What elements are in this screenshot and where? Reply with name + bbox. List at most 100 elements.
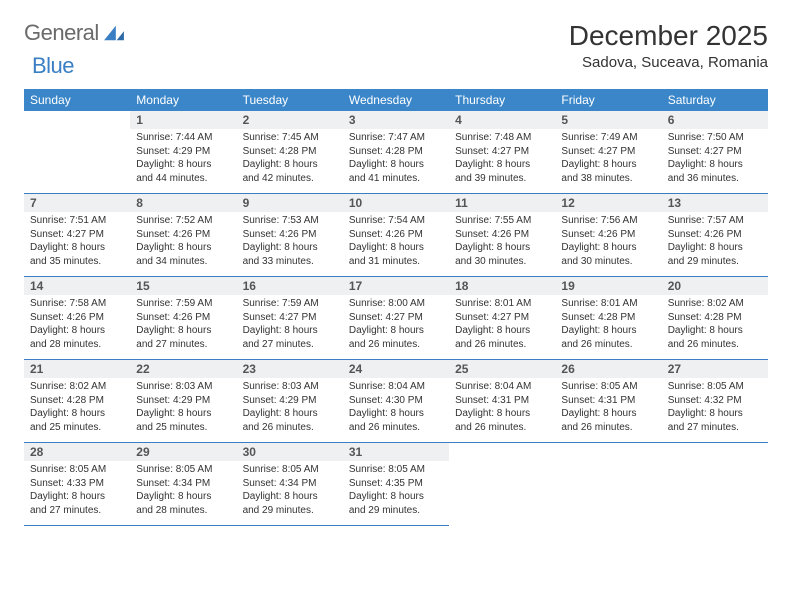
day-number: 27 bbox=[662, 360, 768, 378]
day-details: Sunrise: 7:51 AMSunset: 4:27 PMDaylight:… bbox=[24, 212, 130, 276]
calendar-cell bbox=[449, 443, 555, 526]
day-number: 13 bbox=[662, 194, 768, 212]
day-number: 14 bbox=[24, 277, 130, 295]
weekday-header: Monday bbox=[130, 89, 236, 111]
day-number: 9 bbox=[237, 194, 343, 212]
calendar-cell: 3Sunrise: 7:47 AMSunset: 4:28 PMDaylight… bbox=[343, 111, 449, 194]
calendar-cell: 4Sunrise: 7:48 AMSunset: 4:27 PMDaylight… bbox=[449, 111, 555, 194]
calendar-cell: 28Sunrise: 8:05 AMSunset: 4:33 PMDayligh… bbox=[24, 443, 130, 526]
day-number: 26 bbox=[555, 360, 661, 378]
day-details: Sunrise: 8:03 AMSunset: 4:29 PMDaylight:… bbox=[130, 378, 236, 442]
calendar-cell: 30Sunrise: 8:05 AMSunset: 4:34 PMDayligh… bbox=[237, 443, 343, 526]
day-details: Sunrise: 8:05 AMSunset: 4:35 PMDaylight:… bbox=[343, 461, 449, 525]
location: Sadova, Suceava, Romania bbox=[569, 54, 768, 71]
day-number: 6 bbox=[662, 111, 768, 129]
day-details: Sunrise: 7:53 AMSunset: 4:26 PMDaylight:… bbox=[237, 212, 343, 276]
day-number: 3 bbox=[343, 111, 449, 129]
weekday-header: Thursday bbox=[449, 89, 555, 111]
day-details: Sunrise: 7:47 AMSunset: 4:28 PMDaylight:… bbox=[343, 129, 449, 193]
title-block: December 2025 Sadova, Suceava, Romania bbox=[569, 20, 768, 71]
calendar-cell bbox=[555, 443, 661, 526]
calendar-cell: 24Sunrise: 8:04 AMSunset: 4:30 PMDayligh… bbox=[343, 360, 449, 443]
triangle-icon bbox=[103, 24, 125, 42]
day-details: Sunrise: 8:02 AMSunset: 4:28 PMDaylight:… bbox=[662, 295, 768, 359]
calendar-cell: 15Sunrise: 7:59 AMSunset: 4:26 PMDayligh… bbox=[130, 277, 236, 360]
day-number: 20 bbox=[662, 277, 768, 295]
day-number: 25 bbox=[449, 360, 555, 378]
day-details: Sunrise: 7:59 AMSunset: 4:26 PMDaylight:… bbox=[130, 295, 236, 359]
calendar-cell: 10Sunrise: 7:54 AMSunset: 4:26 PMDayligh… bbox=[343, 194, 449, 277]
calendar-cell: 8Sunrise: 7:52 AMSunset: 4:26 PMDaylight… bbox=[130, 194, 236, 277]
calendar-cell: 26Sunrise: 8:05 AMSunset: 4:31 PMDayligh… bbox=[555, 360, 661, 443]
calendar-cell: 23Sunrise: 8:03 AMSunset: 4:29 PMDayligh… bbox=[237, 360, 343, 443]
day-details: Sunrise: 8:05 AMSunset: 4:32 PMDaylight:… bbox=[662, 378, 768, 442]
calendar-cell: 2Sunrise: 7:45 AMSunset: 4:28 PMDaylight… bbox=[237, 111, 343, 194]
calendar-row: 14Sunrise: 7:58 AMSunset: 4:26 PMDayligh… bbox=[24, 277, 768, 360]
day-number: 31 bbox=[343, 443, 449, 461]
weekday-header: Tuesday bbox=[237, 89, 343, 111]
day-number: 22 bbox=[130, 360, 236, 378]
day-details: Sunrise: 8:01 AMSunset: 4:27 PMDaylight:… bbox=[449, 295, 555, 359]
day-number: 7 bbox=[24, 194, 130, 212]
calendar-cell: 16Sunrise: 7:59 AMSunset: 4:27 PMDayligh… bbox=[237, 277, 343, 360]
day-number: 1 bbox=[130, 111, 236, 129]
calendar-cell: 27Sunrise: 8:05 AMSunset: 4:32 PMDayligh… bbox=[662, 360, 768, 443]
day-details: Sunrise: 7:55 AMSunset: 4:26 PMDaylight:… bbox=[449, 212, 555, 276]
calendar-cell: 1Sunrise: 7:44 AMSunset: 4:29 PMDaylight… bbox=[130, 111, 236, 194]
day-details: Sunrise: 8:04 AMSunset: 4:30 PMDaylight:… bbox=[343, 378, 449, 442]
weekday-header: Sunday bbox=[24, 89, 130, 111]
day-number: 5 bbox=[555, 111, 661, 129]
day-number: 15 bbox=[130, 277, 236, 295]
calendar-row: 21Sunrise: 8:02 AMSunset: 4:28 PMDayligh… bbox=[24, 360, 768, 443]
day-details: Sunrise: 8:05 AMSunset: 4:33 PMDaylight:… bbox=[24, 461, 130, 525]
calendar-cell: 5Sunrise: 7:49 AMSunset: 4:27 PMDaylight… bbox=[555, 111, 661, 194]
day-details: Sunrise: 8:05 AMSunset: 4:31 PMDaylight:… bbox=[555, 378, 661, 442]
calendar-row: 1Sunrise: 7:44 AMSunset: 4:29 PMDaylight… bbox=[24, 111, 768, 194]
weekday-header: Saturday bbox=[662, 89, 768, 111]
calendar-cell: 14Sunrise: 7:58 AMSunset: 4:26 PMDayligh… bbox=[24, 277, 130, 360]
day-details: Sunrise: 7:54 AMSunset: 4:26 PMDaylight:… bbox=[343, 212, 449, 276]
day-details: Sunrise: 8:00 AMSunset: 4:27 PMDaylight:… bbox=[343, 295, 449, 359]
day-details: Sunrise: 7:48 AMSunset: 4:27 PMDaylight:… bbox=[449, 129, 555, 193]
calendar-cell: 22Sunrise: 8:03 AMSunset: 4:29 PMDayligh… bbox=[130, 360, 236, 443]
day-number: 16 bbox=[237, 277, 343, 295]
calendar-row: 7Sunrise: 7:51 AMSunset: 4:27 PMDaylight… bbox=[24, 194, 768, 277]
calendar-cell: 9Sunrise: 7:53 AMSunset: 4:26 PMDaylight… bbox=[237, 194, 343, 277]
day-details: Sunrise: 8:04 AMSunset: 4:31 PMDaylight:… bbox=[449, 378, 555, 442]
day-number: 19 bbox=[555, 277, 661, 295]
calendar-row: 28Sunrise: 8:05 AMSunset: 4:33 PMDayligh… bbox=[24, 443, 768, 526]
calendar-cell: 31Sunrise: 8:05 AMSunset: 4:35 PMDayligh… bbox=[343, 443, 449, 526]
day-details: Sunrise: 8:05 AMSunset: 4:34 PMDaylight:… bbox=[237, 461, 343, 525]
day-number: 18 bbox=[449, 277, 555, 295]
day-details: Sunrise: 7:56 AMSunset: 4:26 PMDaylight:… bbox=[555, 212, 661, 276]
day-details: Sunrise: 8:01 AMSunset: 4:28 PMDaylight:… bbox=[555, 295, 661, 359]
calendar-cell: 11Sunrise: 7:55 AMSunset: 4:26 PMDayligh… bbox=[449, 194, 555, 277]
logo-word1: General bbox=[24, 20, 99, 46]
day-number: 21 bbox=[24, 360, 130, 378]
calendar-cell: 20Sunrise: 8:02 AMSunset: 4:28 PMDayligh… bbox=[662, 277, 768, 360]
day-details: Sunrise: 8:02 AMSunset: 4:28 PMDaylight:… bbox=[24, 378, 130, 442]
day-details: Sunrise: 7:50 AMSunset: 4:27 PMDaylight:… bbox=[662, 129, 768, 193]
day-number: 17 bbox=[343, 277, 449, 295]
day-details: Sunrise: 7:44 AMSunset: 4:29 PMDaylight:… bbox=[130, 129, 236, 193]
calendar-cell: 29Sunrise: 8:05 AMSunset: 4:34 PMDayligh… bbox=[130, 443, 236, 526]
logo-word2: Blue bbox=[32, 53, 74, 78]
weekday-header: Friday bbox=[555, 89, 661, 111]
month-title: December 2025 bbox=[569, 20, 768, 52]
calendar-cell: 25Sunrise: 8:04 AMSunset: 4:31 PMDayligh… bbox=[449, 360, 555, 443]
weekday-header: Wednesday bbox=[343, 89, 449, 111]
day-details: Sunrise: 7:58 AMSunset: 4:26 PMDaylight:… bbox=[24, 295, 130, 359]
weekday-header-row: Sunday Monday Tuesday Wednesday Thursday… bbox=[24, 89, 768, 111]
day-details: Sunrise: 8:05 AMSunset: 4:34 PMDaylight:… bbox=[130, 461, 236, 525]
calendar-cell: 17Sunrise: 8:00 AMSunset: 4:27 PMDayligh… bbox=[343, 277, 449, 360]
calendar-cell: 12Sunrise: 7:56 AMSunset: 4:26 PMDayligh… bbox=[555, 194, 661, 277]
day-number: 10 bbox=[343, 194, 449, 212]
day-number: 11 bbox=[449, 194, 555, 212]
calendar-cell: 18Sunrise: 8:01 AMSunset: 4:27 PMDayligh… bbox=[449, 277, 555, 360]
day-details: Sunrise: 7:57 AMSunset: 4:26 PMDaylight:… bbox=[662, 212, 768, 276]
day-number: 23 bbox=[237, 360, 343, 378]
day-number: 2 bbox=[237, 111, 343, 129]
day-number: 24 bbox=[343, 360, 449, 378]
day-details: Sunrise: 7:59 AMSunset: 4:27 PMDaylight:… bbox=[237, 295, 343, 359]
calendar-cell: 13Sunrise: 7:57 AMSunset: 4:26 PMDayligh… bbox=[662, 194, 768, 277]
